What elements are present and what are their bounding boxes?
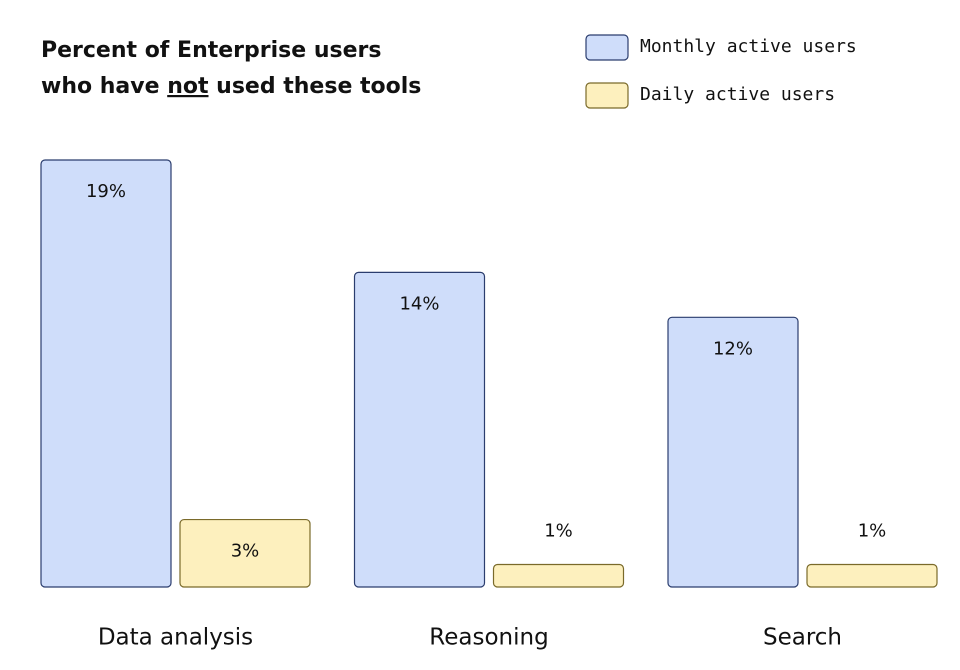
value-label: 12% xyxy=(713,338,753,359)
legend-label: Monthly active users xyxy=(640,36,857,57)
value-label: 14% xyxy=(399,293,439,314)
legend-swatch xyxy=(585,82,629,109)
x-tick-label: Data analysis xyxy=(98,625,253,651)
legend-swatch xyxy=(585,34,629,61)
chart-title: who have not used these tools xyxy=(41,74,421,99)
legend-label: Daily active users xyxy=(640,84,835,105)
value-label: 3% xyxy=(231,541,260,562)
bar xyxy=(806,563,938,588)
value-label: 1% xyxy=(544,521,573,542)
bar xyxy=(40,159,172,588)
bar xyxy=(179,518,311,588)
value-label: 1% xyxy=(858,521,887,542)
value-label: 19% xyxy=(86,181,126,202)
bar xyxy=(353,271,486,588)
bar xyxy=(667,316,799,588)
x-tick-label: Reasoning xyxy=(429,625,548,651)
chart-title: Percent of Enterprise users xyxy=(41,38,381,63)
x-tick-label: Search xyxy=(763,625,842,651)
bar xyxy=(492,563,625,588)
